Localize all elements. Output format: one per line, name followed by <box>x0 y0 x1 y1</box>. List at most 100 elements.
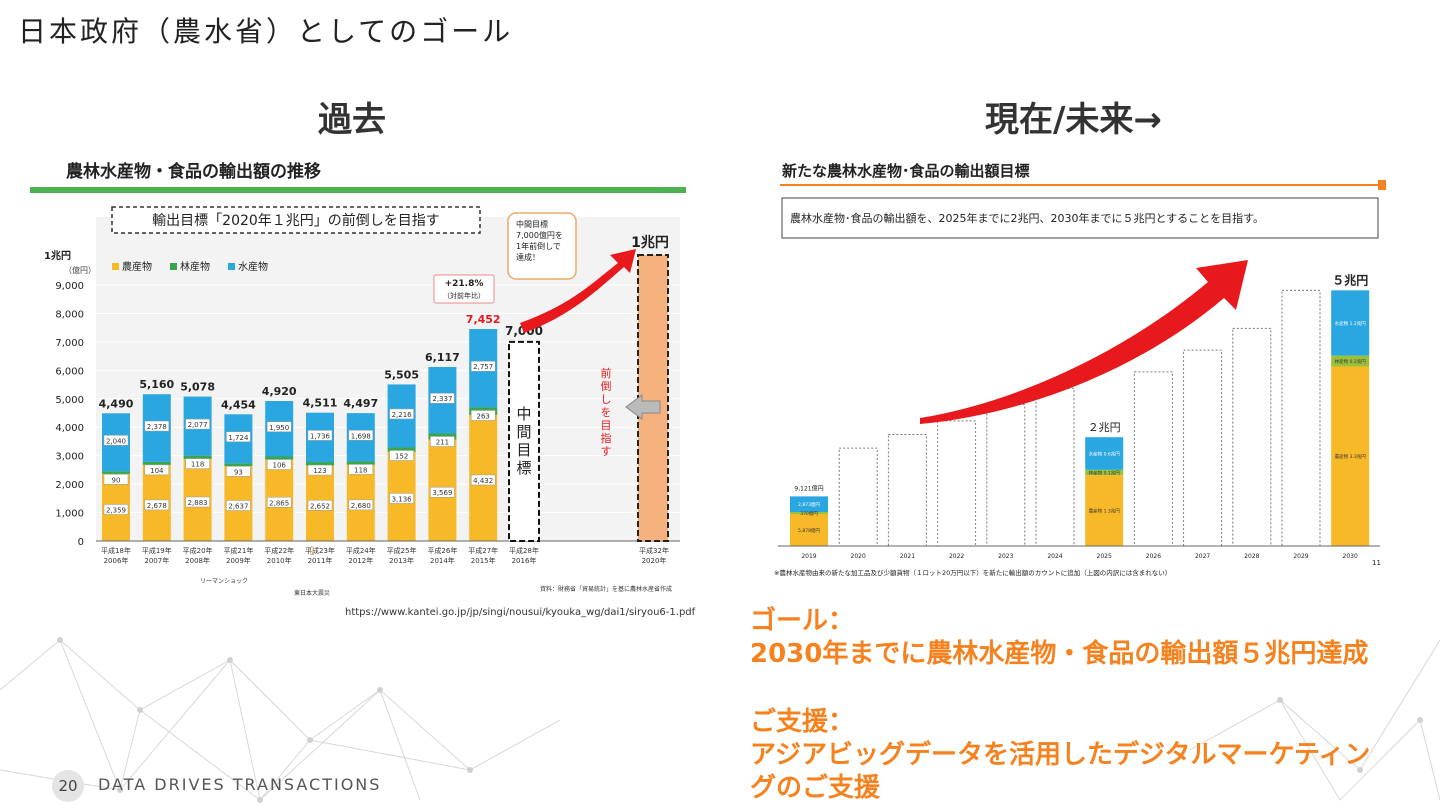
final-target-label: 1兆円 <box>631 235 669 251</box>
bar-agri <box>1331 366 1370 546</box>
bar-projection <box>1133 371 1173 547</box>
fish-value-label-box <box>144 420 170 432</box>
side-text: し <box>601 393 612 406</box>
side-text: を <box>601 406 612 419</box>
forest-value-label-box <box>307 464 333 476</box>
source-url[interactable]: https://www.kantei.go.jp/jp/singi/nousui… <box>345 607 696 618</box>
support-label: ご支援： <box>750 707 855 737</box>
side-text: 目 <box>601 419 612 432</box>
y-unit: （億円） <box>64 265 96 275</box>
forest-value-label: 林産物 0.2兆円 <box>1335 358 1367 365</box>
network-decoration <box>0 637 560 803</box>
network-decoration-right <box>1190 639 1440 801</box>
x-tick-label: 平成25年 <box>387 546 417 555</box>
x-tick-label: 平成19年 <box>142 546 172 555</box>
bar-total-label: 4,920 <box>262 385 297 398</box>
legend-label: 水産物 <box>238 260 268 273</box>
fish-value-label: 1,950 <box>269 424 289 432</box>
forest-value-label-box <box>266 459 292 470</box>
agri-value-label: 4,432 <box>473 477 493 485</box>
x-tick-label: 平成28年 <box>509 546 539 555</box>
x-tick-label: 2026 <box>1146 553 1161 560</box>
bar-fish <box>1085 437 1124 470</box>
bar-projection <box>1281 289 1321 547</box>
bar-total-label: 4,454 <box>221 398 256 411</box>
bar-total-label: 5,078 <box>180 381 215 394</box>
export-target-chart: 新たな農林水産物･食品の輸出額目標農林水産物･食品の輸出額を、2025年までに2… <box>774 162 1386 577</box>
left-arrow-icon <box>625 394 661 420</box>
bar-total-label: 4,497 <box>343 397 378 410</box>
chart-source: 資料：財務省「貿易統計」を基に農林水産省作成 <box>540 585 672 593</box>
fish-value-label-box <box>103 435 129 446</box>
callout-line: 中間目標 <box>516 219 548 229</box>
forest-value-label-box <box>103 474 129 485</box>
agri-value-label: 農産物 1.3兆円 <box>1089 508 1121 515</box>
legend-swatch <box>170 263 177 270</box>
agri-value-label: 農産物 3.3兆円 <box>1335 453 1367 460</box>
fish-value-label-box <box>430 392 455 404</box>
x-tick-label: 平成24年 <box>346 546 376 555</box>
x-tick-label: 平成23年 <box>305 546 335 555</box>
fish-value-label: 2,378 <box>147 423 167 431</box>
bar-fish <box>1331 290 1370 356</box>
x-tick-year: 2010年 <box>267 556 292 565</box>
past-heading: 過去 <box>318 100 386 140</box>
legend-swatch <box>228 263 235 270</box>
x-tick-label: 2027 <box>1195 553 1210 560</box>
x-tick-year: 2011年 <box>308 556 333 565</box>
bar-projection <box>937 420 977 547</box>
y-tick-label: 0 <box>78 537 84 548</box>
x-tick-label: 2028 <box>1244 553 1259 560</box>
callout-box <box>507 212 577 280</box>
y-tick-label: 4,000 <box>55 423 84 434</box>
bar-total-label: 5,160 <box>139 378 174 391</box>
bar-forest <box>1331 355 1370 367</box>
bar-forest <box>102 471 130 474</box>
agri-value-label-box <box>430 486 455 498</box>
export-history-chart: 農林水産物・食品の輸出額の推移 0 1,000 2,000 3,000 4,000 5,00… <box>30 161 686 597</box>
fish-value-label-box <box>470 360 496 372</box>
side-text: 指 <box>601 431 612 445</box>
bar-forest <box>265 456 294 460</box>
fish-value-label: 2,873億円 <box>798 501 820 508</box>
support-block: ご支援： アジアビッグデータを活用したデジタルマーケティン グのご支援 <box>750 706 1430 805</box>
fish-value-label-box <box>226 431 251 443</box>
annotation-quake: 東日本大震災 <box>294 589 330 597</box>
fish-value-label-box <box>307 430 333 441</box>
footnote: ※農林水産物由来の新たな加工品及び少額貨物（１ロット20万円以下）を新たに輸出額… <box>774 568 1171 577</box>
bar-forest <box>790 512 828 515</box>
slide-page: 11 <box>1372 559 1381 567</box>
support-line-1: アジアビッグデータを活用したデジタルマーケティン <box>750 740 1371 770</box>
description-box <box>781 197 1379 239</box>
fish-value-label-box <box>348 430 374 441</box>
bar-total-label: 9,121億円 <box>794 484 823 492</box>
bar-forest <box>1085 469 1124 476</box>
agri-value-label-box <box>307 500 333 511</box>
goal-block: ゴール： 2030年までに農林水産物・食品の輸出額５兆円達成 <box>750 605 1430 671</box>
agri-value-label: 2,883 <box>188 499 208 507</box>
y-tick-label: 2,000 <box>55 480 84 491</box>
annotation-lehman: リーマンショック <box>200 578 248 585</box>
fish-value-label-box <box>389 408 414 420</box>
fish-value-label: 1,736 <box>310 432 331 440</box>
forest-value-label: 263 <box>477 412 490 420</box>
bar-total-label: 4,490 <box>99 397 134 410</box>
brand-name: DATA DRIVES TRANSACTIONS <box>98 775 382 794</box>
bar-forest <box>183 455 212 459</box>
side-text: 倒 <box>601 380 612 393</box>
interim-target-text: 間 <box>516 423 531 441</box>
agri-value-label: 2,359 <box>106 506 126 514</box>
slide-title: 日本政府（農水省）としてのゴール <box>18 15 514 48</box>
forest-value-label: 106 <box>273 461 287 469</box>
chart-title: 新たな農林水産物･食品の輸出額目標 <box>782 162 1030 180</box>
agri-value-label-box <box>389 493 414 504</box>
agri-value-label: 2,865 <box>269 499 289 507</box>
x-tick-year: 2013年 <box>389 556 414 565</box>
agri-value-label: 2,680 <box>351 502 371 510</box>
banner-text: 輸出目標「2020年１兆円」の前倒しを目指す <box>152 212 440 229</box>
quake-arrow-icon: ⇧ <box>307 544 317 558</box>
growth-arrow-icon <box>920 260 1248 424</box>
callout-line: 1年前倒しで <box>516 241 561 251</box>
bar-total-label: 7,452 <box>466 313 501 326</box>
bar-total-label: 5,505 <box>384 368 419 381</box>
